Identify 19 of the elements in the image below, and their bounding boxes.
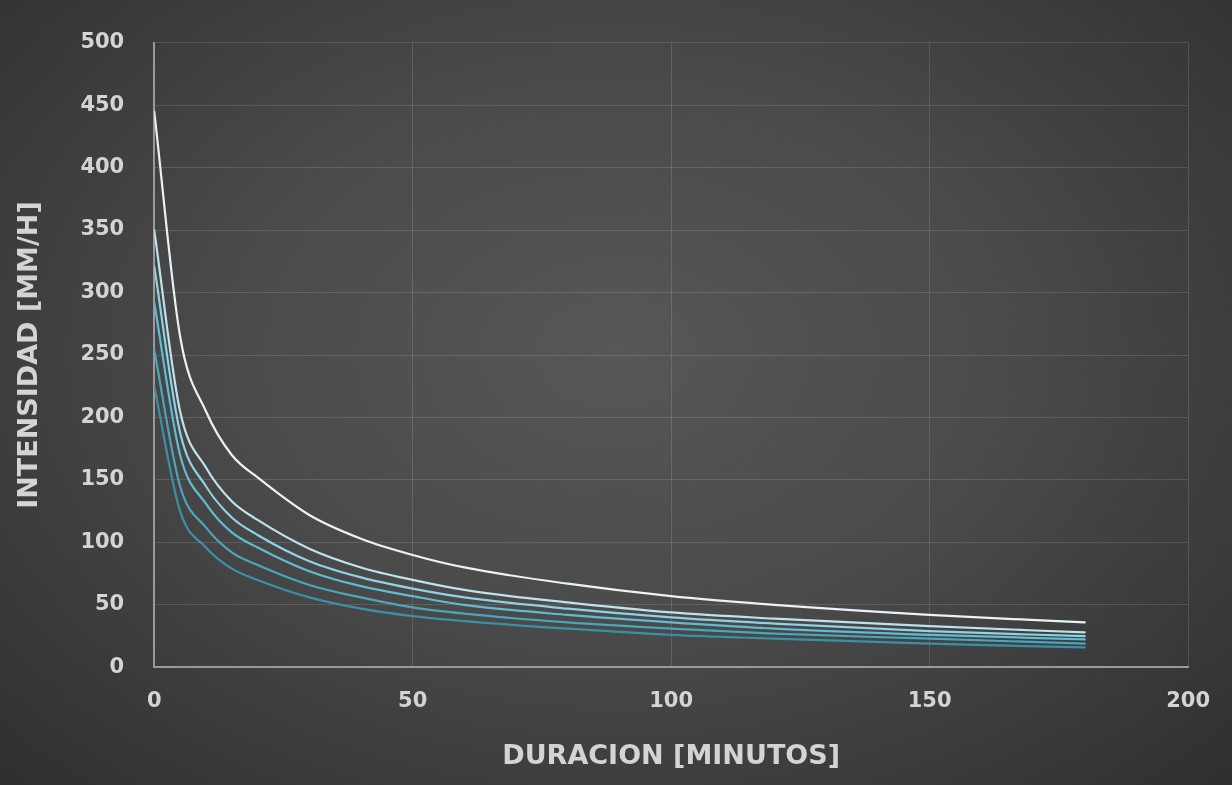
y-tick-label: 200 — [80, 403, 125, 428]
x-tick-label: 0 — [146, 688, 162, 713]
line-series — [154, 110, 1086, 624]
y-tick-label: 450 — [80, 91, 125, 116]
x-tick-label: 150 — [907, 688, 952, 713]
y-tick-label: 250 — [80, 341, 125, 366]
x-tick-label: 200 — [1166, 688, 1210, 713]
y-tick-label: 100 — [80, 528, 125, 553]
y-axis-title: INTENSIDAD [MM/H] — [12, 201, 44, 509]
y-tick-label: 300 — [80, 278, 125, 303]
y-tick-label: 350 — [80, 216, 125, 241]
y-tick-label: 400 — [80, 154, 125, 179]
x-tick-label: 100 — [649, 688, 694, 713]
x-axis-title: DURACION [MINUTOS] — [502, 738, 841, 770]
y-tick-label: 0 — [109, 653, 125, 678]
x-tick-label: 50 — [398, 688, 428, 713]
y-tick-label: 50 — [95, 591, 125, 616]
y-tick-label: 150 — [80, 466, 125, 491]
y-tick-label: 500 — [80, 29, 125, 54]
